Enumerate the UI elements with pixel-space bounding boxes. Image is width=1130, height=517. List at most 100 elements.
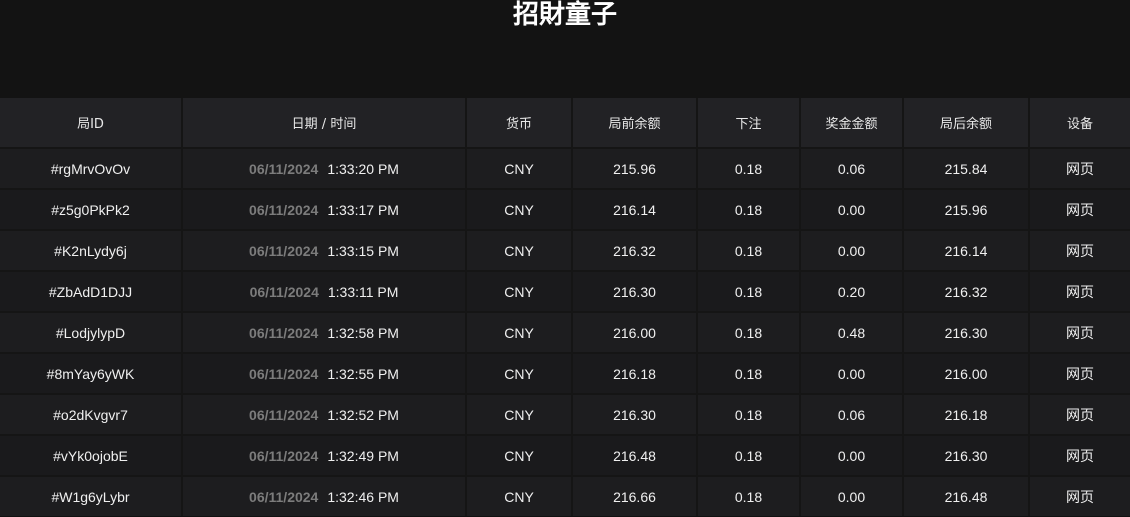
time-text: 1:33:11 PM [327,283,399,300]
time-text: 1:32:49 PM [327,447,399,464]
cell-bet: 0.18 [697,393,801,435]
cell-device: 网页 [1029,229,1130,271]
cell-device: 网页 [1029,311,1130,353]
cell-round-id: #ZbAdD1DJJ [0,270,183,312]
cell-round-id: #K2nLydy6j [0,229,183,271]
cell-balance-before: 215.96 [572,147,698,189]
date-text: 06/11/2024 [249,160,319,177]
cell-bet: 0.18 [697,188,801,230]
cell-win-amount: 0.00 [800,434,904,476]
cell-device: 网页 [1029,434,1130,476]
cell-currency: CNY [466,393,573,435]
cell-round-id: #z5g0PkPk2 [0,188,183,230]
cell-balance-after: 216.30 [903,311,1030,353]
cell-date-time: 06/11/2024 1:32:52 PM [182,393,467,435]
date-text: 06/11/2024 [249,447,319,464]
time-text: 1:32:52 PM [327,406,399,423]
cell-currency: CNY [466,229,573,271]
table-row[interactable]: #8mYay6yWK 06/11/2024 1:32:55 PM CNY 216.18 0… [0,352,1130,394]
cell-date-time: 06/11/2024 1:32:49 PM [182,434,467,476]
table-row[interactable]: #rgMrvOvOv 06/11/2024 1:33:20 PM CNY 215.96 0… [0,147,1130,189]
time-text: 1:32:46 PM [327,488,399,505]
cell-balance-before: 216.48 [572,434,698,476]
cell-balance-before: 216.32 [572,229,698,271]
date-text: 06/11/2024 [249,201,319,218]
cell-bet: 0.18 [697,147,801,189]
history-table: 局ID 日期 / 时间 货币 局前余额 下注 奖金金额 局后余额 设备 #rgMrvOvOv 0… [0,98,1130,516]
cell-balance-before: 216.30 [572,270,698,312]
column-header-round-id: 局ID [0,98,183,148]
cell-balance-after: 215.84 [903,147,1030,189]
column-header-currency: 货币 [466,98,573,148]
cell-balance-before: 216.18 [572,352,698,394]
time-text: 1:33:20 PM [327,160,399,177]
cell-win-amount: 0.20 [800,270,904,312]
cell-currency: CNY [466,311,573,353]
table-row[interactable]: #z5g0PkPk2 06/11/2024 1:33:17 PM CNY 216.14 0… [0,188,1130,230]
date-text: 06/11/2024 [249,283,319,300]
game-title: 招財童子 [512,0,617,30]
column-header-balance-after: 局后余额 [903,98,1030,148]
cell-round-id: #o2dKvgvr7 [0,393,183,435]
cell-win-amount: 0.00 [800,352,904,394]
cell-balance-after: 216.30 [903,434,1030,476]
cell-bet: 0.18 [697,475,801,516]
cell-currency: CNY [466,147,573,189]
cell-currency: CNY [466,270,573,312]
cell-bet: 0.18 [697,229,801,271]
cell-balance-before: 216.14 [572,188,698,230]
cell-balance-after: 216.18 [903,393,1030,435]
time-text: 1:32:55 PM [327,365,399,382]
table-header: 局ID 日期 / 时间 货币 局前余额 下注 奖金金额 局后余额 设备 [0,98,1130,148]
cell-device: 网页 [1029,475,1130,516]
date-text: 06/11/2024 [249,242,319,259]
table-row[interactable]: #K2nLydy6j 06/11/2024 1:33:15 PM CNY 216.32 0… [0,229,1130,271]
cell-date-time: 06/11/2024 1:33:20 PM [182,147,467,189]
time-text: 1:33:15 PM [327,242,399,259]
cell-balance-before: 216.00 [572,311,698,353]
date-text: 06/11/2024 [249,406,319,423]
cell-balance-before: 216.66 [572,475,698,516]
cell-currency: CNY [466,352,573,394]
cell-win-amount: 0.06 [800,393,904,435]
column-header-bet: 下注 [697,98,801,148]
cell-round-id: #LodjylypD [0,311,183,353]
cell-currency: CNY [466,475,573,516]
date-text: 06/11/2024 [249,324,319,341]
cell-balance-after: 216.14 [903,229,1030,271]
cell-currency: CNY [466,434,573,476]
column-header-balance-before: 局前余额 [572,98,698,148]
table-row[interactable]: #o2dKvgvr7 06/11/2024 1:32:52 PM CNY 216.30 0… [0,393,1130,435]
cell-win-amount: 0.00 [800,475,904,516]
time-text: 1:33:17 PM [327,201,399,218]
table-row[interactable]: #W1g6yLybr 06/11/2024 1:32:46 PM CNY 216.66 0… [0,475,1130,516]
cell-round-id: #8mYay6yWK [0,352,183,394]
cell-currency: CNY [466,188,573,230]
cell-bet: 0.18 [697,434,801,476]
time-text: 1:32:58 PM [327,324,399,341]
cell-date-time: 06/11/2024 1:33:11 PM [182,270,467,312]
date-text: 06/11/2024 [249,365,319,382]
cell-device: 网页 [1029,352,1130,394]
cell-win-amount: 0.00 [800,188,904,230]
cell-date-time: 06/11/2024 1:33:15 PM [182,229,467,271]
cell-date-time: 06/11/2024 1:33:17 PM [182,188,467,230]
cell-bet: 0.18 [697,311,801,353]
cell-bet: 0.18 [697,352,801,394]
cell-device: 网页 [1029,147,1130,189]
cell-device: 网页 [1029,270,1130,312]
cell-device: 网页 [1029,188,1130,230]
cell-date-time: 06/11/2024 1:32:58 PM [182,311,467,353]
table-row[interactable]: #LodjylypD 06/11/2024 1:32:58 PM CNY 216.00 0… [0,311,1130,353]
cell-round-id: #W1g6yLybr [0,475,183,516]
cell-balance-after: 216.00 [903,352,1030,394]
cell-date-time: 06/11/2024 1:32:46 PM [182,475,467,516]
cell-balance-after: 216.48 [903,475,1030,516]
table-row[interactable]: #ZbAdD1DJJ 06/11/2024 1:33:11 PM CNY 216.30 0… [0,270,1130,312]
table-row[interactable]: #vYk0ojobE 06/11/2024 1:32:49 PM CNY 216.48 0… [0,434,1130,476]
cell-round-id: #rgMrvOvOv [0,147,183,189]
column-header-device: 设备 [1029,98,1130,148]
column-header-date-time: 日期 / 时间 [182,98,467,148]
cell-win-amount: 0.48 [800,311,904,353]
cell-win-amount: 0.00 [800,229,904,271]
